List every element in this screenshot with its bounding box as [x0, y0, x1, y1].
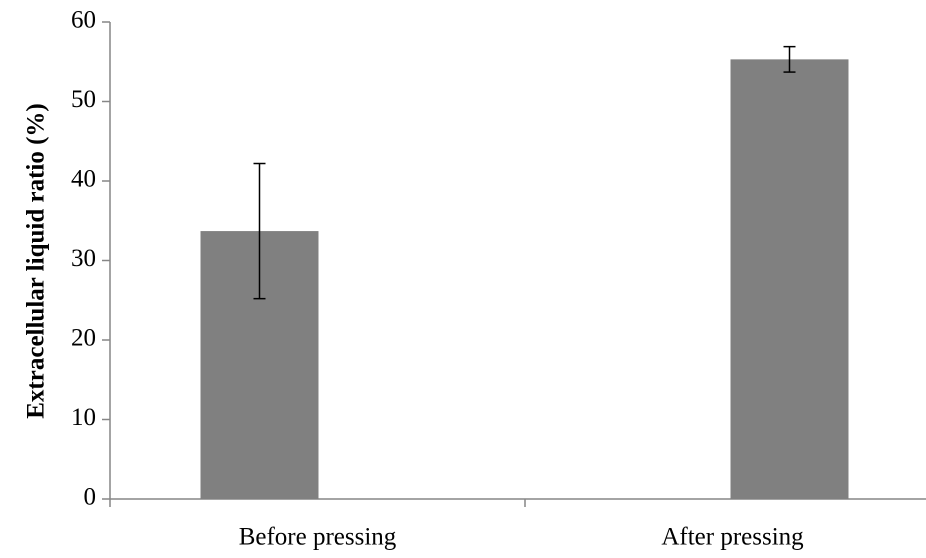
- y-tick-label: 0: [84, 484, 97, 511]
- y-tick-label: 40: [71, 166, 96, 193]
- x-tick-label: After pressing: [661, 524, 804, 551]
- y-tick-label: 30: [71, 245, 96, 272]
- y-tick-label: 20: [71, 325, 96, 352]
- bar: [730, 59, 849, 500]
- error-bar: [253, 162, 266, 300]
- x-tick-label: Before pressing: [239, 524, 397, 551]
- y-tick-label: 10: [71, 404, 96, 431]
- y-tick-label: 50: [71, 86, 96, 113]
- y-tick-label: 60: [71, 7, 96, 34]
- error-bar: [783, 45, 796, 73]
- y-axis-label: Extracellular liquid ratio (%): [23, 103, 50, 419]
